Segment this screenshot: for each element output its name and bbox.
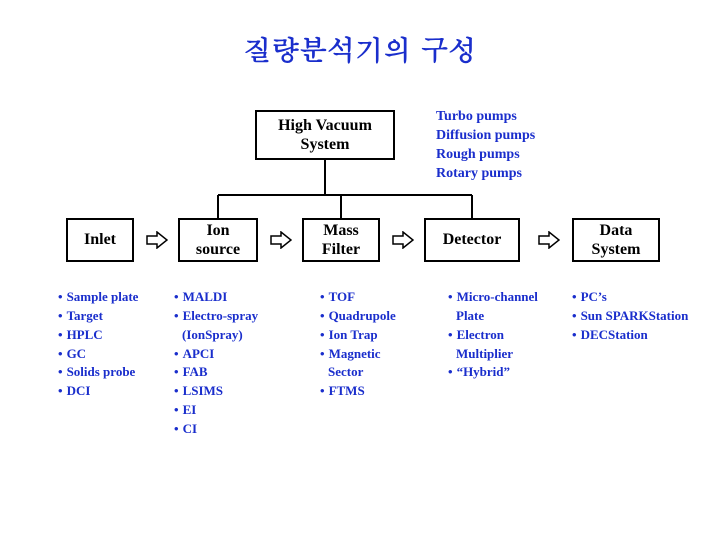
detector-examples: Micro-channelPlateElectronMultiplier“Hyb… (448, 288, 538, 382)
arrow-icon (392, 231, 414, 249)
data-line2: System (592, 240, 641, 259)
example-item: DECStation (572, 326, 688, 345)
example-item-cont: Plate (456, 307, 538, 326)
pump-item: Rotary pumps (436, 165, 535, 184)
ion-examples: MALDIElectro-spray(IonSpray)APCIFABLSIMS… (174, 288, 258, 439)
mass-line2: Filter (322, 240, 360, 259)
detector-label: Detector (443, 230, 502, 249)
example-item: Ion Trap (320, 326, 396, 345)
example-item: CI (174, 420, 258, 439)
example-item-cont: (IonSpray) (182, 326, 258, 345)
page-title: 질량분석기의 구성 (0, 28, 720, 68)
example-item: EI (174, 401, 258, 420)
high-vacuum-line1: High Vacuum (278, 116, 372, 135)
pump-item: Diffusion pumps (436, 127, 535, 146)
ion-source-box: Ion source (178, 218, 258, 262)
example-item: MALDI (174, 288, 258, 307)
example-item: APCI (174, 345, 258, 364)
example-item: FTMS (320, 382, 396, 401)
pump-item: Rough pumps (436, 146, 535, 165)
example-item: Solids probe (58, 363, 138, 382)
mass-filter-box: Mass Filter (302, 218, 380, 262)
data-system-box: Data System (572, 218, 660, 262)
inlet-box: Inlet (66, 218, 134, 262)
inlet-examples: Sample plateTargetHPLCGCSolids probeDCI (58, 288, 138, 401)
detector-box: Detector (424, 218, 520, 262)
example-item: Sample plate (58, 288, 138, 307)
arrow-icon (146, 231, 168, 249)
example-item: “Hybrid” (448, 363, 538, 382)
high-vacuum-line2: System (301, 135, 350, 154)
example-item: Target (58, 307, 138, 326)
mass-line1: Mass (323, 221, 359, 240)
example-item: TOF (320, 288, 396, 307)
arrow-icon (538, 231, 560, 249)
example-item: PC’s (572, 288, 688, 307)
arrow-icon (270, 231, 292, 249)
ion-line2: source (196, 240, 240, 259)
example-item: Micro-channel (448, 288, 538, 307)
pump-list: Turbo pumpsDiffusion pumpsRough pumpsRot… (436, 108, 535, 184)
inlet-label: Inlet (84, 230, 116, 249)
pump-item: Turbo pumps (436, 108, 535, 127)
example-item: HPLC (58, 326, 138, 345)
data-examples: PC’sSun SPARKStationDECStation (572, 288, 688, 345)
ion-line1: Ion (206, 221, 229, 240)
example-item: Sun SPARKStation (572, 307, 688, 326)
example-item: Electron (448, 326, 538, 345)
mass-examples: TOFQuadrupoleIon TrapMagneticSectorFTMS (320, 288, 396, 401)
example-item: GC (58, 345, 138, 364)
example-item-cont: Multiplier (456, 345, 538, 364)
data-line1: Data (600, 221, 633, 240)
connector-lines (0, 0, 720, 540)
example-item-cont: Sector (328, 363, 396, 382)
example-item: DCI (58, 382, 138, 401)
example-item: Electro-spray (174, 307, 258, 326)
high-vacuum-box: High Vacuum System (255, 110, 395, 160)
example-item: FAB (174, 363, 258, 382)
example-item: Quadrupole (320, 307, 396, 326)
example-item: Magnetic (320, 345, 396, 364)
example-item: LSIMS (174, 382, 258, 401)
